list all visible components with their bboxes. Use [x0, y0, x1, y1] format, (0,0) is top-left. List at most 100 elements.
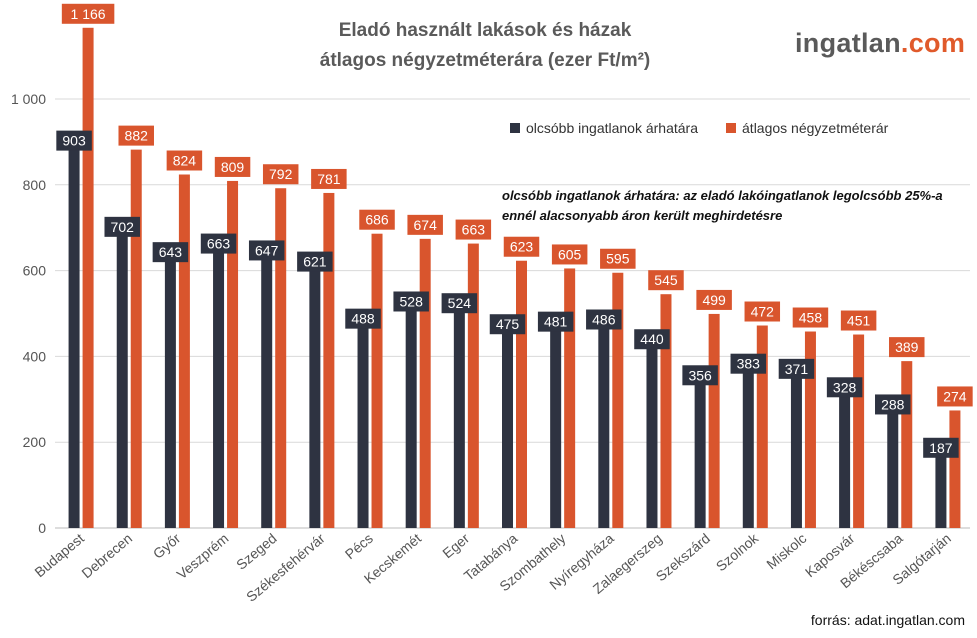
data-label-box-orange: [118, 125, 154, 146]
y-tick-label: 200: [23, 434, 47, 450]
bar-dark: [790, 368, 802, 528]
source-note: forrás: adat.ingatlan.com: [810, 612, 965, 628]
bar-dark: [550, 321, 562, 528]
x-tick-label: Budapest: [31, 530, 87, 580]
data-label-orange: 792: [269, 166, 293, 182]
x-tick-label: Miskolc: [763, 530, 809, 572]
bar-dark: [116, 226, 128, 529]
data-label-box-orange: [359, 209, 395, 230]
y-tick-label: 1 000: [11, 91, 46, 107]
legend-item-series-1: olcsóbb ingatlanok árhatára: [510, 120, 698, 136]
data-label-dark: 288: [881, 396, 905, 412]
data-label-box-orange: [214, 156, 251, 177]
bar-dark: [453, 303, 465, 528]
bar-dark: [357, 318, 369, 528]
data-label-box-dark: [586, 309, 622, 330]
x-tick-label: Eger: [439, 530, 472, 561]
chart-title-line2: átlagos négyzetméterára (ezer Ft/m²): [319, 50, 651, 71]
data-label-box-dark: [248, 240, 285, 261]
bar-dark: [742, 363, 754, 528]
bar-dark: [935, 447, 947, 528]
data-label-box-orange: [889, 337, 925, 358]
data-label-box-orange: [937, 386, 973, 407]
data-label-orange: 824: [173, 153, 197, 169]
bar-dark: [261, 250, 273, 528]
data-label-box-dark: [345, 308, 381, 329]
data-label-box-dark: [152, 242, 189, 263]
x-tick-label: Szekszárd: [653, 530, 713, 584]
bar-orange: [901, 361, 913, 528]
data-label-box-orange: [61, 3, 115, 24]
data-label-box-dark: [297, 251, 333, 272]
bar-orange: [564, 268, 576, 528]
data-label-box-dark: [730, 353, 767, 374]
y-tick-label: 400: [23, 348, 47, 364]
bar-orange: [82, 27, 94, 528]
data-label-dark: 647: [255, 242, 279, 258]
data-label-dark: 486: [592, 312, 616, 328]
bar-dark: [405, 301, 417, 528]
legend-label-series-1: olcsóbb ingatlanok árhatára: [526, 120, 699, 136]
bar-dark: [839, 387, 851, 528]
bar-dark: [887, 404, 899, 528]
data-label-box-dark: [200, 233, 237, 254]
data-label-dark: 371: [785, 361, 809, 377]
data-label-dark: 621: [303, 254, 327, 270]
legend: olcsóbb ingatlanok árhatára átlagos négy…: [510, 120, 888, 136]
data-label-box-dark: [537, 311, 574, 332]
data-label-orange: 686: [365, 212, 389, 228]
data-label-box-dark: [875, 394, 911, 415]
legend-swatch-dark: [510, 123, 520, 133]
data-label-box-dark: [826, 377, 863, 398]
data-label-box-orange: [503, 236, 540, 257]
data-label-box-dark: [56, 130, 92, 151]
data-label-orange: 623: [510, 239, 534, 255]
data-label-orange: 674: [414, 217, 438, 233]
data-label-orange: 605: [558, 246, 582, 262]
legend-item-series-2: átlagos négyzetméterár: [726, 120, 888, 136]
bar-dark: [694, 375, 706, 528]
data-label-orange: 274: [943, 388, 967, 404]
data-label-box-orange: [262, 164, 299, 185]
data-label-box-dark: [682, 365, 718, 386]
data-label-box-dark: [441, 293, 478, 314]
bar-dark: [213, 243, 225, 528]
x-tick-label: Debrecen: [78, 530, 135, 581]
bar-orange: [323, 192, 335, 529]
data-label-box-dark: [923, 437, 959, 458]
bar-dark: [68, 140, 80, 528]
data-label-orange: 451: [847, 313, 871, 329]
data-label-box-orange: [166, 150, 203, 171]
x-tick-label: Szolnok: [713, 529, 762, 574]
bar-orange: [371, 233, 383, 528]
y-tick-label: 800: [23, 177, 47, 193]
data-label-orange: 458: [799, 310, 823, 326]
data-label-orange: 1 166: [71, 6, 106, 22]
data-label-box-orange: [551, 244, 588, 265]
bar-dark: [164, 252, 176, 528]
data-label-dark: 488: [351, 311, 375, 327]
data-label-orange: 472: [751, 304, 775, 320]
data-label-box-orange: [648, 270, 684, 291]
data-label-dark: 702: [111, 219, 135, 235]
data-label-dark: 524: [448, 295, 472, 311]
data-label-box-dark: [634, 329, 670, 350]
data-label-box-orange: [744, 301, 781, 322]
data-label-dark: 903: [62, 133, 86, 149]
chart-title: Eladó használt lakások és házak átlagos …: [255, 16, 715, 76]
bar-orange: [275, 188, 287, 528]
data-label-box-dark: [489, 314, 526, 335]
brand-logo: ingatlan.com: [795, 28, 965, 59]
chart-annotation: olcsóbb ingatlanok árhatára: az eladó la…: [502, 188, 943, 223]
data-label-orange: 663: [462, 222, 486, 238]
data-label-dark: 187: [929, 440, 953, 456]
data-label-box-dark: [778, 358, 815, 379]
chart-title-line1: Eladó használt lakások és házak: [338, 20, 632, 41]
x-tick-label: Szeged: [233, 530, 280, 573]
x-tick-label: Pécs: [342, 530, 376, 562]
data-label-dark: 383: [737, 356, 761, 372]
data-label-box-dark: [393, 291, 429, 312]
bar-dark: [309, 261, 321, 528]
data-label-dark: 643: [159, 244, 183, 260]
